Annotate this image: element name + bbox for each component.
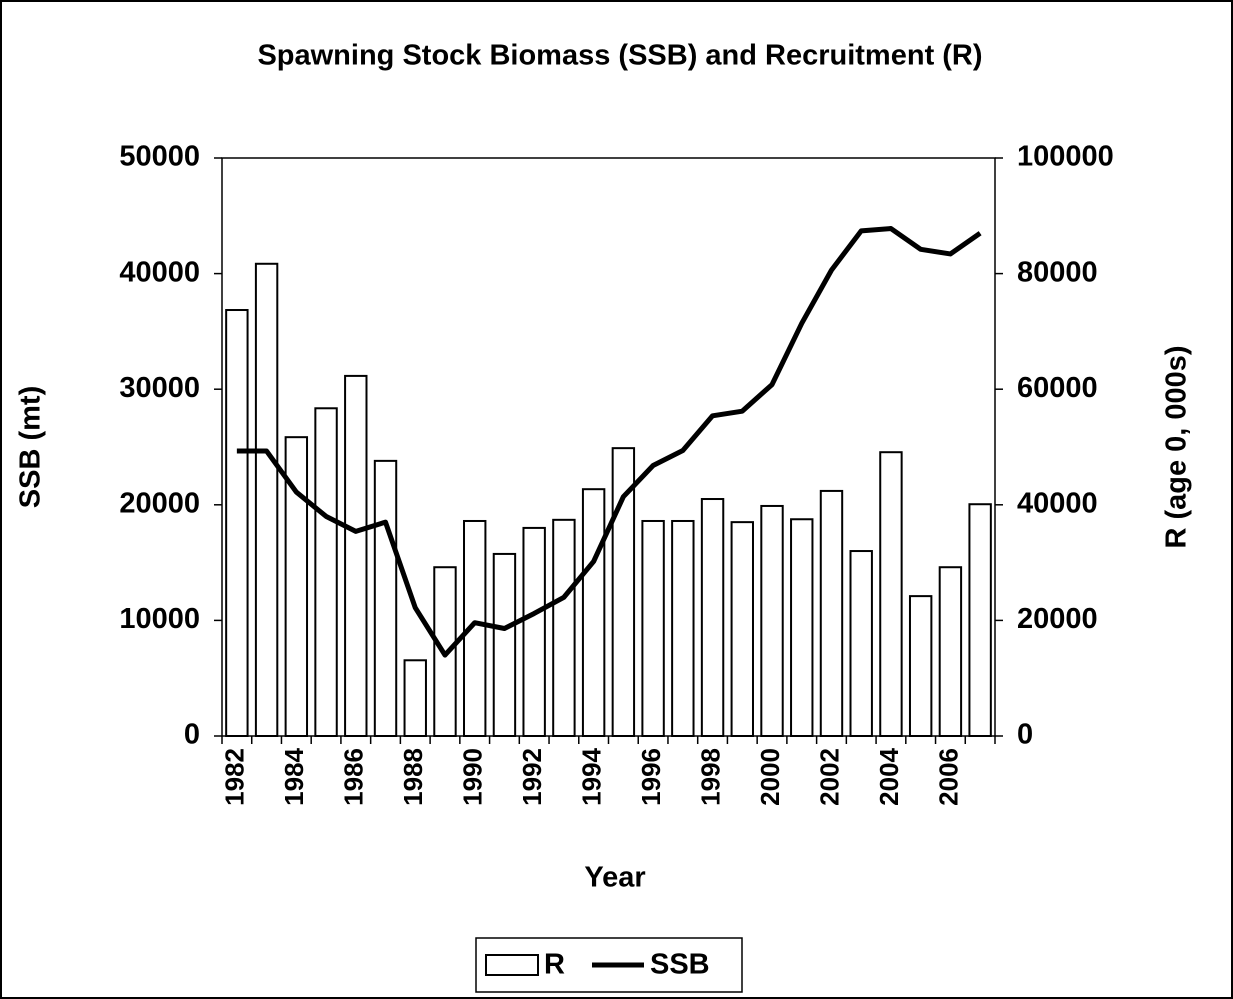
bar [552,518,576,737]
y-tick-label: 50000 [119,141,200,173]
legend-swatch [485,954,539,976]
x-tick-label: 2006 [933,748,963,806]
bar [879,451,903,737]
y-tick-label: 20000 [119,487,200,519]
y2-tick-label: 0 [1017,719,1033,751]
bar [225,309,249,737]
x-tick-label: 1988 [398,748,428,806]
bar [849,550,873,737]
y-tick-label: 30000 [119,372,200,404]
y-tick-label: 0 [184,719,200,751]
y-axis-title: SSB (mt) [15,386,47,508]
bar [730,521,754,738]
bar [581,488,606,737]
bar [492,552,517,737]
y2-tick-label: 100000 [1017,141,1114,173]
x-tick-label: 1998 [695,748,725,806]
y2-tick-label: 20000 [1017,603,1098,635]
legend-label: SSB [650,949,710,981]
x-tick-label: 1986 [339,748,369,806]
x-tick-label: 1984 [279,747,309,805]
legend-label: R [544,949,565,981]
bar [938,566,963,737]
x-tick-label: 1982 [220,748,250,806]
bar [790,518,814,737]
bar [373,459,398,737]
x-tick-label: 2002 [814,748,844,806]
bar [641,519,665,738]
bar [819,489,844,738]
bar [671,519,695,738]
y2-axis-title: R (age 0, 000s) [1161,345,1193,548]
y2-tick-label: 40000 [1017,487,1098,519]
plot-frame [221,157,996,737]
y2-tick-label: 60000 [1017,372,1098,404]
x-tick-label: 2004 [874,747,904,805]
bar [403,659,427,737]
y-tick-label: 10000 [119,603,200,635]
bar [254,262,279,737]
x-tick-label: 1996 [636,748,666,806]
bar [522,526,546,737]
x-tick-label: 2000 [755,748,785,806]
bar [760,504,784,737]
x-axis-title: Year [584,862,645,894]
line [236,226,982,658]
y2-tick-label: 80000 [1017,256,1098,288]
bar [908,595,933,738]
bar [700,498,725,737]
bar [314,407,338,737]
bar [968,503,992,737]
y-tick-label: 40000 [119,256,200,288]
chart-title: Spawning Stock Biomass (SSB) and Recruit… [257,40,982,72]
x-tick-label: 1992 [517,748,547,806]
x-tick-label: 1994 [577,747,607,805]
bar [344,374,368,737]
x-tick-label: 1990 [458,748,488,806]
